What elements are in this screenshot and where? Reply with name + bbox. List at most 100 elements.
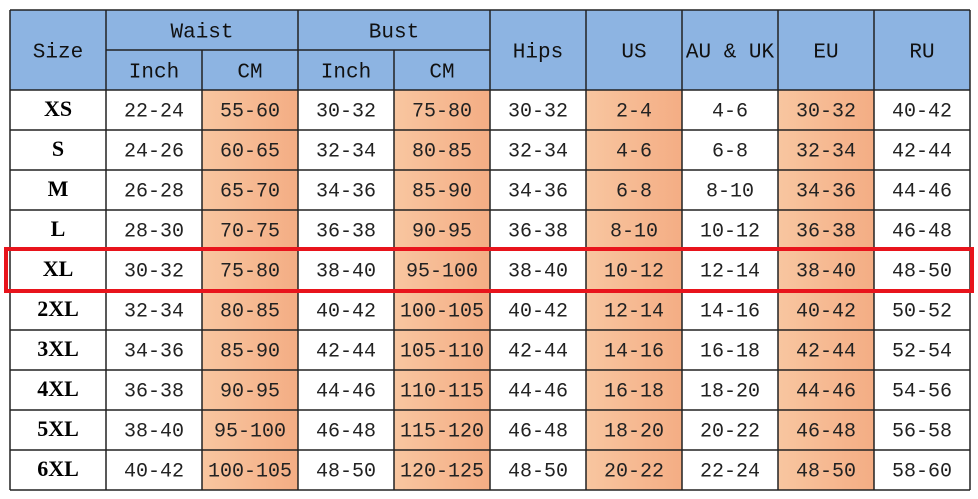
cell-text: 65-70	[220, 180, 280, 203]
cell-text: 12-14	[700, 260, 760, 283]
cell-text: 36-38	[508, 220, 568, 243]
header-bust-inch: Inch	[321, 62, 371, 85]
shaded-cell	[586, 330, 682, 370]
shaded-cell	[778, 370, 874, 410]
shaded-cell	[202, 210, 298, 250]
cell-text: 40-42	[508, 300, 568, 323]
cell-text: 100-105	[208, 460, 292, 483]
cell-text: 32-34	[124, 300, 184, 323]
cell-text: 40-42	[892, 100, 952, 123]
shaded-cell	[202, 370, 298, 410]
cell-text: 38-40	[316, 260, 376, 283]
shaded-cell	[394, 170, 490, 210]
cell-text: 42-44	[316, 340, 376, 363]
cell-text: 95-100	[406, 260, 478, 283]
cell-text: 12-14	[604, 300, 664, 323]
cell-text: 38-40	[508, 260, 568, 283]
cell-text: 14-16	[604, 340, 664, 363]
cell-text: 95-100	[214, 420, 286, 443]
cell-text: 85-90	[412, 180, 472, 203]
shaded-cell	[586, 290, 682, 330]
cell-text: 40-42	[316, 300, 376, 323]
shaded-cell	[394, 90, 490, 130]
header-size: Size	[33, 42, 83, 65]
shaded-cell	[586, 90, 682, 130]
shaded-cell	[586, 450, 682, 490]
shaded-cell	[778, 210, 874, 250]
cell-text: 105-110	[400, 340, 484, 363]
cell-text: 80-85	[412, 140, 472, 163]
cell-text: 40-42	[796, 300, 856, 323]
cell-text: 75-80	[220, 260, 280, 283]
shaded-cell	[202, 450, 298, 490]
cell-text: 44-46	[316, 380, 376, 403]
cell-text: 10-12	[700, 220, 760, 243]
shaded-cell	[778, 450, 874, 490]
shaded-cell	[778, 410, 874, 450]
size-label: 3XL	[37, 336, 79, 361]
header-hips: Hips	[513, 42, 563, 65]
size-label: 5XL	[37, 416, 79, 441]
cell-text: 36-38	[124, 380, 184, 403]
header-waist-inch: Inch	[129, 62, 179, 85]
cell-text: 46-48	[892, 220, 952, 243]
shaded-cell	[394, 330, 490, 370]
shaded-cell	[778, 250, 874, 290]
cell-text: 8-10	[706, 180, 754, 203]
cell-text: 100-105	[400, 300, 484, 323]
cell-text: 16-18	[700, 340, 760, 363]
cell-text: 4-6	[712, 100, 748, 123]
shaded-cell	[202, 250, 298, 290]
cell-text: 46-48	[796, 420, 856, 443]
shaded-cell	[586, 170, 682, 210]
cell-text: 44-46	[892, 180, 952, 203]
shaded-cell	[586, 210, 682, 250]
header-waist: Waist	[170, 22, 233, 45]
cell-text: 110-115	[400, 380, 484, 403]
shaded-cell	[778, 170, 874, 210]
cell-text: 10-12	[604, 260, 664, 283]
cell-text: 32-34	[316, 140, 376, 163]
cell-text: 8-10	[610, 220, 658, 243]
header-eu: EU	[813, 42, 838, 65]
cell-text: 32-34	[796, 140, 856, 163]
cell-text: 20-22	[604, 460, 664, 483]
size-label: L	[51, 216, 66, 241]
cell-text: 44-46	[508, 380, 568, 403]
cell-text: 48-50	[508, 460, 568, 483]
cell-text: 46-48	[316, 420, 376, 443]
cell-text: 20-22	[700, 420, 760, 443]
cell-text: 34-36	[796, 180, 856, 203]
cell-text: 56-58	[892, 420, 952, 443]
cell-text: 30-32	[796, 100, 856, 123]
size-label: XS	[44, 96, 72, 121]
cell-text: 32-34	[508, 140, 568, 163]
cell-text: 40-42	[124, 460, 184, 483]
cell-text: 26-28	[124, 180, 184, 203]
shaded-cell	[394, 290, 490, 330]
cell-text: 55-60	[220, 100, 280, 123]
cell-text: 60-65	[220, 140, 280, 163]
cell-text: 28-30	[124, 220, 184, 243]
cell-text: 36-38	[316, 220, 376, 243]
header-waist-cm: CM	[237, 62, 262, 85]
shaded-cell	[394, 250, 490, 290]
cell-text: 75-80	[412, 100, 472, 123]
header-bust: Bust	[369, 22, 419, 45]
cell-text: 34-36	[508, 180, 568, 203]
header-ru: RU	[909, 42, 934, 65]
cell-text: 18-20	[604, 420, 664, 443]
cell-text: 18-20	[700, 380, 760, 403]
shaded-cell	[778, 330, 874, 370]
cell-text: 85-90	[220, 340, 280, 363]
shaded-cell	[202, 90, 298, 130]
shaded-cell	[202, 330, 298, 370]
cell-text: 22-24	[700, 460, 760, 483]
shaded-cell	[778, 130, 874, 170]
shaded-cell	[586, 370, 682, 410]
header-bust-cm: CM	[429, 62, 454, 85]
cell-text: 58-60	[892, 460, 952, 483]
cell-text: 22-24	[124, 100, 184, 123]
shaded-cell	[778, 290, 874, 330]
